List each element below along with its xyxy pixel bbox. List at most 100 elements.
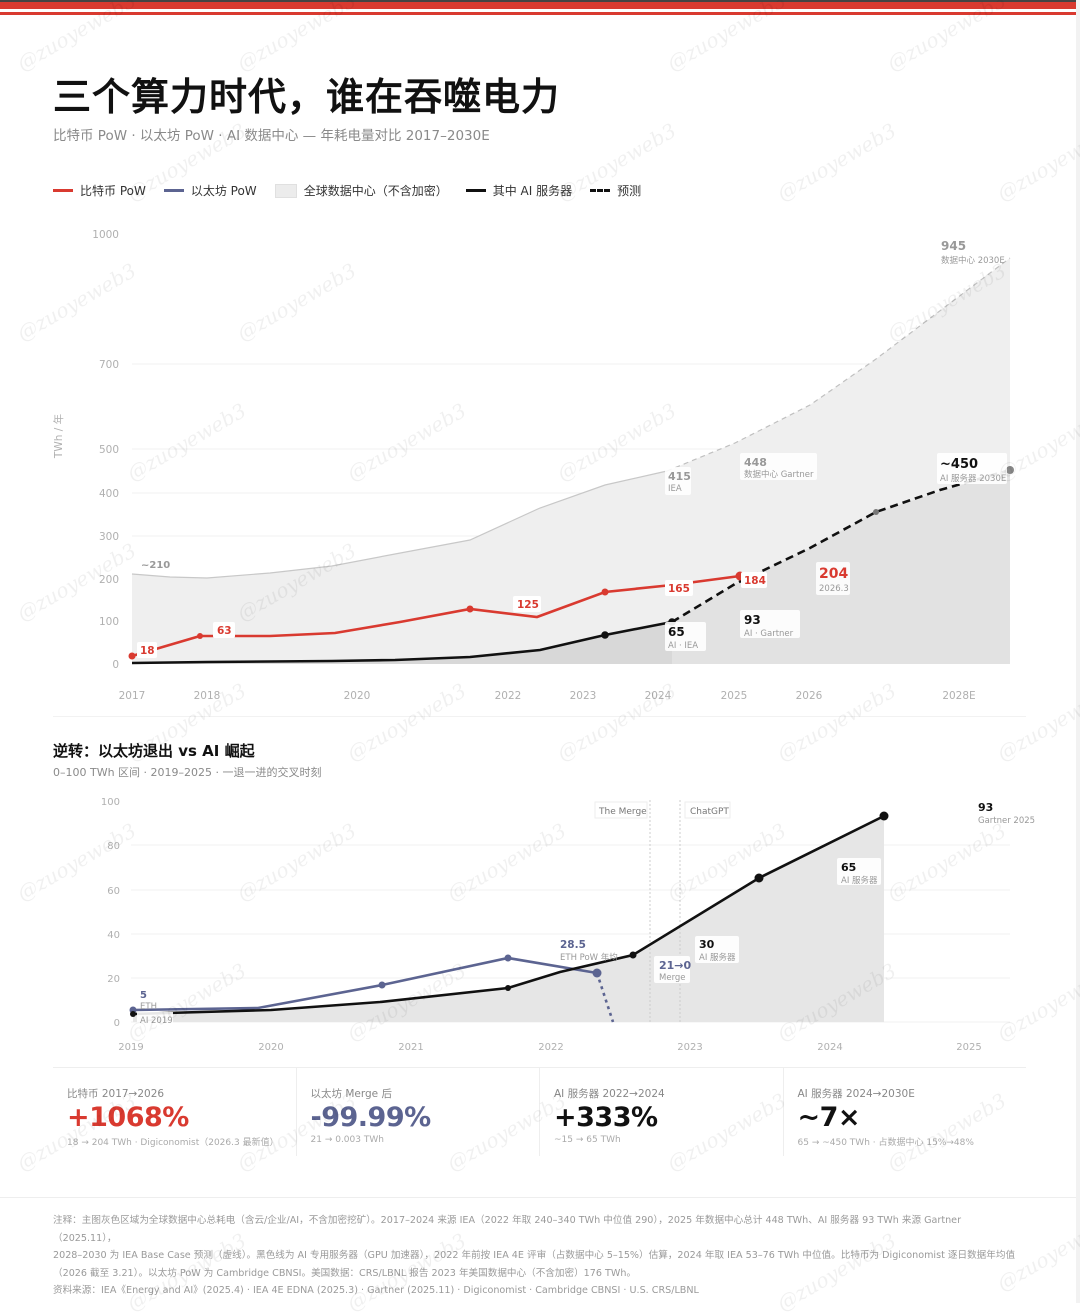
datacenter-forecast-line bbox=[666, 257, 1011, 472]
y-axis-label: TWh / 年 bbox=[52, 414, 65, 459]
legend-item-datacenter: 全球数据中心（不含加密） bbox=[274, 182, 448, 199]
svg-text:65: 65 bbox=[668, 625, 685, 639]
svg-text:2021: 2021 bbox=[398, 1042, 423, 1053]
ai-point bbox=[873, 509, 879, 515]
ai-point bbox=[754, 873, 764, 883]
svg-text:60: 60 bbox=[107, 886, 120, 897]
ai-point bbox=[1006, 466, 1014, 474]
svg-text:2026.3: 2026.3 bbox=[819, 584, 849, 594]
eth-point bbox=[592, 968, 602, 978]
legend-swatch-red bbox=[53, 189, 73, 192]
kpi-label: AI 服务器 2024→2030E bbox=[797, 1088, 915, 1100]
ai-point bbox=[601, 631, 609, 639]
svg-text:2018: 2018 bbox=[194, 690, 221, 702]
lower-y-ticks: 100 80 60 40 20 0 bbox=[101, 797, 120, 1029]
legend-item-forecast: 预测 bbox=[590, 182, 641, 199]
kpi-note: ~15 → 65 TWh bbox=[554, 1135, 621, 1145]
svg-text:ETH PoW 年均: ETH PoW 年均 bbox=[560, 952, 618, 963]
x-axis-ticks: 2017 2018 2020 2022 2023 2024 2025 2026 … bbox=[119, 690, 976, 702]
note-line: 注释：主图灰色区域为全球数据中心总耗电（含云/企业/AI，不含加密挖矿）。201… bbox=[53, 1215, 962, 1244]
svg-text:1000: 1000 bbox=[92, 229, 119, 241]
ai-point bbox=[505, 985, 511, 991]
legend-label: 全球数据中心（不含加密） bbox=[303, 184, 448, 198]
legend-swatch-black bbox=[465, 189, 486, 192]
svg-text:AI 服务器: AI 服务器 bbox=[699, 952, 736, 963]
kpi-note: 18 → 204 TWh · Digiconomist（2026.3 最新值） bbox=[67, 1138, 279, 1148]
section-divider bbox=[53, 716, 1026, 717]
svg-text:ETH: ETH bbox=[140, 1002, 157, 1012]
eth-merge-drop bbox=[595, 972, 615, 1023]
svg-text:28.5: 28.5 bbox=[560, 939, 586, 951]
svg-text:945: 945 bbox=[941, 239, 966, 253]
ai-area-historical bbox=[132, 622, 672, 664]
legend-label: 其中 AI 服务器 bbox=[492, 184, 573, 198]
svg-text:2026: 2026 bbox=[796, 690, 823, 702]
ai-point bbox=[130, 1011, 136, 1017]
chatgpt-event-label-box bbox=[684, 801, 731, 819]
svg-text:93: 93 bbox=[978, 801, 993, 814]
legend-item-eth: 以太坊 PoW bbox=[163, 182, 257, 199]
kpi-value: +333% bbox=[554, 1102, 658, 1133]
svg-text:500: 500 bbox=[99, 444, 119, 456]
svg-text:300: 300 bbox=[99, 531, 119, 543]
lower-chart: 100 80 60 40 20 0 2019 2020 2021 2022 20… bbox=[101, 797, 1035, 1053]
kpi-label: AI 服务器 2022→2024 bbox=[554, 1088, 665, 1100]
svg-text:~210: ~210 bbox=[141, 560, 170, 571]
svg-text:Merge: Merge bbox=[659, 973, 686, 983]
kpi-value: +1068% bbox=[67, 1102, 189, 1133]
svg-text:2019: 2019 bbox=[118, 1042, 143, 1053]
svg-text:Gartner 2025: Gartner 2025 bbox=[978, 816, 1035, 826]
svg-text:~450: ~450 bbox=[940, 457, 978, 472]
kpi-row: 比特币 2017→2026 +1068% 18 → 204 TWh · Digi… bbox=[53, 1067, 1026, 1156]
svg-text:2028E: 2028E bbox=[942, 690, 975, 702]
svg-text:2023: 2023 bbox=[677, 1042, 702, 1053]
legend-swatch-dash bbox=[590, 189, 611, 192]
eth-point bbox=[378, 981, 386, 989]
svg-text:2025: 2025 bbox=[956, 1042, 981, 1053]
kpi-note: 65 → ~450 TWh · 占数据中心 15%→48% bbox=[797, 1138, 974, 1148]
svg-text:18: 18 bbox=[140, 645, 155, 657]
page-subtitle: 比特币 PoW · 以太坊 PoW · AI 数据中心 — 年耗电量对比 201… bbox=[53, 128, 490, 144]
legend-item-ai: 其中 AI 服务器 bbox=[465, 182, 573, 199]
svg-text:0: 0 bbox=[112, 659, 119, 671]
top-accent-bar bbox=[0, 0, 1076, 9]
svg-text:AI 服务器 2030E: AI 服务器 2030E bbox=[940, 473, 1006, 484]
watermark: @zuoyeweb3 bbox=[772, 118, 901, 206]
legend-label: 比特币 PoW bbox=[80, 184, 146, 198]
kpi-note: 21 → 0.003 TWh bbox=[310, 1135, 384, 1145]
kpi-label: 以太坊 Merge 后 bbox=[310, 1088, 392, 1100]
svg-text:30: 30 bbox=[699, 938, 715, 951]
svg-text:80: 80 bbox=[107, 841, 120, 852]
svg-text:IEA: IEA bbox=[668, 484, 682, 494]
svg-text:数据中心 2030E: 数据中心 2030E bbox=[941, 255, 1005, 266]
kpi-value: ~7× bbox=[797, 1102, 861, 1133]
merge-event-label-box bbox=[594, 801, 648, 819]
main-annotations: ~210 18 63 125 165 184 204 2026.3 415 IE… bbox=[137, 239, 1007, 658]
scrollbar-track[interactable] bbox=[1076, 0, 1080, 1303]
svg-text:2017: 2017 bbox=[119, 690, 146, 702]
svg-text:2022: 2022 bbox=[538, 1042, 563, 1053]
top-accent-stripe bbox=[0, 12, 1076, 15]
legend-swatch-gray bbox=[274, 183, 297, 198]
svg-text:415: 415 bbox=[668, 470, 691, 483]
btc-point bbox=[601, 588, 609, 596]
btc-point bbox=[466, 605, 474, 613]
main-chart: 1000 700 500 400 300 200 100 0 TWh / 年 2… bbox=[52, 229, 1014, 702]
chatgpt-event-label: ChatGPT bbox=[690, 807, 729, 817]
y-axis-ticks: 1000 700 500 400 300 200 100 0 bbox=[92, 229, 119, 671]
svg-text:2024: 2024 bbox=[817, 1042, 842, 1053]
svg-text:200: 200 bbox=[99, 574, 119, 586]
svg-text:100: 100 bbox=[99, 616, 119, 628]
svg-text:700: 700 bbox=[99, 359, 119, 371]
svg-text:204: 204 bbox=[819, 566, 848, 582]
svg-text:21→0: 21→0 bbox=[659, 959, 692, 972]
btc-point bbox=[128, 652, 136, 660]
svg-text:2024: 2024 bbox=[645, 690, 672, 702]
lower-chart-title: 逆转：以太坊退出 vs AI 崛起 bbox=[53, 742, 255, 760]
ai-point bbox=[879, 811, 889, 821]
svg-text:20: 20 bbox=[107, 974, 120, 985]
ai-line bbox=[131, 620, 673, 665]
kpi-card-ai-2024-2030: AI 服务器 2024→2030E ~7× 65 → ~450 TWh · 占数… bbox=[784, 1068, 1027, 1156]
sources-line: 资料来源：IEA《Energy and AI》(2025.4) · IEA 4E… bbox=[53, 1285, 699, 1296]
kpi-card-ai-2022-2024: AI 服务器 2022→2024 +333% ~15 → 65 TWh bbox=[540, 1068, 784, 1156]
